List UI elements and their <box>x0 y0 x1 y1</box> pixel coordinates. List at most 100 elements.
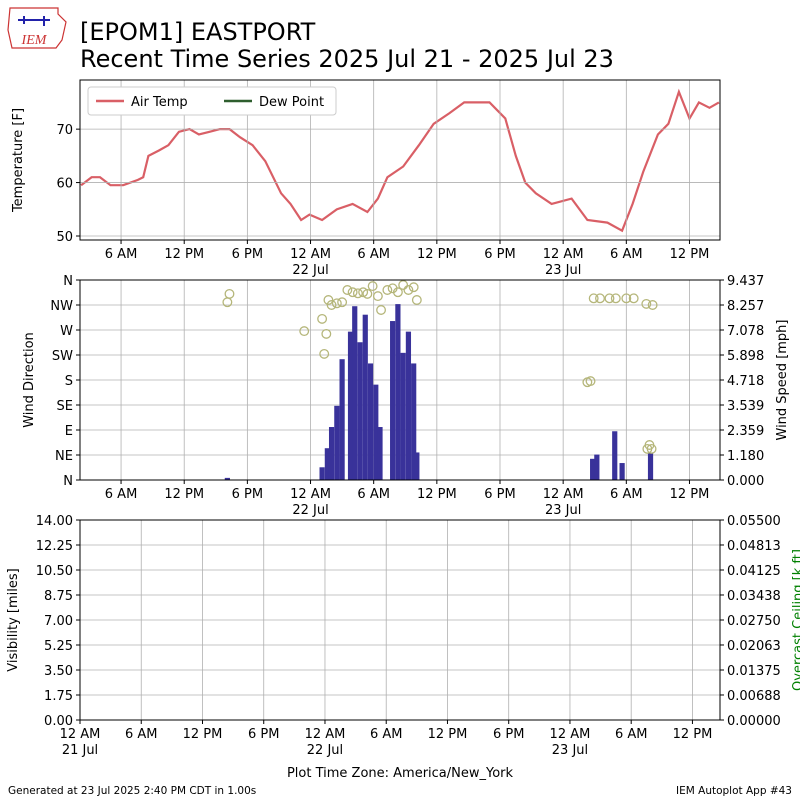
legend-box <box>87 86 337 116</box>
x-tick-label: 12 PM <box>673 727 713 742</box>
point <box>610 293 621 304</box>
y-tick-label: 5.25 <box>44 639 73 654</box>
timezone-label: Plot Time Zone: America/New_York <box>287 766 514 781</box>
x-tick-label: 6 AM <box>357 487 390 502</box>
bar <box>367 363 374 480</box>
y-tick-label: 10.50 <box>36 564 73 579</box>
point <box>317 313 328 324</box>
point <box>646 443 657 454</box>
y-tick-label: 60 <box>56 177 73 192</box>
x-tick-label: 6 AM <box>370 727 403 742</box>
y-tick-label: SE <box>57 399 73 414</box>
point <box>331 298 342 309</box>
y-tick-label: E <box>65 424 73 439</box>
x-tick-label: 12 AM 22 Jul <box>290 247 331 278</box>
x-tick-label: 6 PM <box>493 727 524 742</box>
point <box>595 293 605 304</box>
y2-tick-label: 5.898 <box>727 349 764 364</box>
y2-tick-label: 0.04125 <box>727 564 781 579</box>
y-tick-label: NE <box>55 449 73 464</box>
x-tick-label: 12 AM 22 Jul <box>305 727 346 758</box>
y-tick-label: 0.00 <box>44 714 73 729</box>
y-tick-label: 50 <box>56 230 73 245</box>
line <box>80 88 720 233</box>
point <box>585 376 596 387</box>
x-tick-label: 12 PM <box>417 247 457 262</box>
y-tick-label: S <box>65 374 73 389</box>
y-tick-label: 1.75 <box>44 689 73 704</box>
point <box>376 305 387 315</box>
bar <box>395 304 401 480</box>
x-tick-label: 6 AM <box>125 727 158 742</box>
y-tick-label: 7.00 <box>44 614 73 629</box>
y2-tick-label: 2.359 <box>727 424 764 439</box>
logo-text: IEM <box>21 33 48 48</box>
y2-tick-label: 0.00000 <box>727 714 781 729</box>
point <box>588 293 599 304</box>
y2-tick-label: 9.437 <box>727 274 764 289</box>
title: [EPOM1] EASTPORT <box>80 18 316 46</box>
point <box>321 328 332 339</box>
logo-lines <box>18 16 50 26</box>
point <box>621 293 632 304</box>
x-tick-label: 6 AM <box>615 727 648 742</box>
x-tick-label: 6 AM <box>610 247 643 262</box>
x-tick-label: 12 PM <box>417 487 457 502</box>
point <box>628 293 639 304</box>
y-tick-label: 3.50 <box>44 664 73 679</box>
y2-tick-label: 4.718 <box>727 374 764 389</box>
x-tick-label: 12 AM 23 Jul <box>543 487 584 518</box>
x-tick-label: 6 PM <box>232 247 263 262</box>
point <box>299 326 310 337</box>
point <box>641 298 652 309</box>
legend-label: Air Temp <box>131 95 188 110</box>
y-tick-label: 14.00 <box>36 514 73 529</box>
bar <box>647 452 654 480</box>
x-tick-label: 6 PM <box>484 247 515 262</box>
point <box>362 288 373 299</box>
y-axis-label: Temperature [F] <box>11 108 26 213</box>
y2-tick-label: 0.000 <box>727 474 764 489</box>
bar <box>373 384 379 480</box>
bar <box>594 454 600 480</box>
y2-axis-label: Wind Speed [mph] <box>775 320 790 441</box>
x-tick-label: 6 AM <box>357 247 390 262</box>
legend-label: Dew Point <box>259 95 324 110</box>
y-tick-label: 12.25 <box>36 539 73 554</box>
logo-outline <box>7 7 67 49</box>
bar <box>328 427 335 480</box>
point <box>326 300 337 310</box>
bar <box>414 452 420 480</box>
y2-axis-label: Overcast Ceiling [k ft] <box>791 549 800 691</box>
point <box>604 293 615 304</box>
y2-tick-label: 0.00688 <box>727 689 781 704</box>
bar <box>612 431 618 480</box>
bar <box>400 352 406 480</box>
x-tick-label: 12 AM 23 Jul <box>550 727 591 758</box>
bar <box>362 314 368 480</box>
bar <box>224 477 230 480</box>
x-tick-label: 6 AM <box>610 487 643 502</box>
y-tick-label: NW <box>50 299 73 314</box>
y2-tick-label: 0.03438 <box>727 589 781 604</box>
bar <box>390 321 396 480</box>
point <box>382 285 393 295</box>
y2-tick-label: 0.05500 <box>727 514 781 529</box>
x-tick-label: 12 AM 22 Jul <box>290 487 331 518</box>
bar <box>319 467 325 480</box>
plot-frame <box>79 79 721 241</box>
point <box>647 300 658 310</box>
y2-tick-label: 0.01375 <box>727 664 781 679</box>
x-tick-label: 12 PM <box>164 247 204 262</box>
x-tick-label: 6 PM <box>484 487 515 502</box>
x-tick-label: 12 PM <box>428 727 468 742</box>
logo: IEM <box>7 7 67 49</box>
y-tick-label: 70 <box>56 123 73 138</box>
point <box>403 285 414 295</box>
point <box>337 297 348 308</box>
point <box>319 348 330 359</box>
x-tick-label: 12 PM <box>670 247 710 262</box>
point <box>342 285 353 295</box>
x-tick-label: 12 AM 23 Jul <box>543 247 584 278</box>
